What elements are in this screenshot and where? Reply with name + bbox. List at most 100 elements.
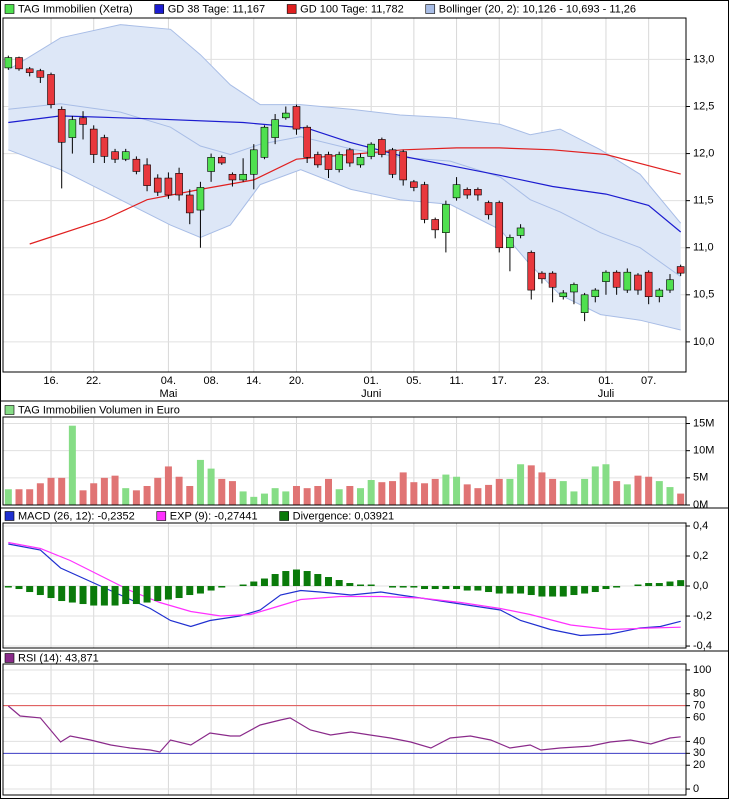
- volume-bar: [431, 478, 439, 505]
- divergence-bar: [389, 586, 397, 588]
- volume-bar: [623, 484, 631, 505]
- legend-label: RSI (14): 43,871: [18, 652, 99, 664]
- candle-body: [260, 126, 269, 158]
- divergence-bar: [591, 586, 599, 593]
- candle-body: [132, 158, 141, 172]
- candle-body: [655, 289, 664, 297]
- divergence-bar: [68, 586, 76, 603]
- candle-body: [516, 227, 525, 236]
- candle-body: [153, 177, 162, 193]
- divergence-bar: [559, 586, 567, 597]
- divergence-bar: [271, 574, 279, 587]
- divergence-bar: [122, 586, 130, 605]
- divergence-bar: [100, 586, 108, 606]
- volume-bar: [335, 489, 343, 505]
- volume-bar: [175, 476, 183, 505]
- x-tick-label: 08.: [203, 375, 218, 387]
- legend-label: TAG Immobilien (Xetra): [18, 3, 133, 15]
- candle-body: [623, 271, 632, 291]
- candle-body: [217, 157, 226, 164]
- volume-bar: [410, 482, 418, 505]
- volume-bar: [517, 464, 525, 505]
- legend-swatch: [279, 511, 289, 521]
- legend-label: TAG Immobilien Volumen in Euro: [18, 404, 180, 416]
- volume-bar: [399, 472, 407, 505]
- legend-label: Divergence: 0,03921: [293, 510, 395, 522]
- divergence-bar: [335, 580, 343, 587]
- volume-bar: [357, 488, 365, 505]
- candle-body: [271, 119, 279, 138]
- candle-body: [388, 149, 397, 175]
- divergence-bar: [634, 584, 642, 587]
- divergence-bar: [218, 586, 226, 588]
- divergence-bar: [570, 586, 578, 596]
- divergence-bar: [111, 586, 119, 606]
- candle-body: [495, 202, 504, 249]
- volume-bar: [218, 478, 226, 505]
- y-tick-label: 0M: [693, 499, 708, 511]
- candle-body: [484, 202, 493, 216]
- y-tick-label: 10,5: [693, 289, 714, 301]
- volume-bar: [271, 488, 279, 505]
- volume-bar: [645, 476, 653, 505]
- divergence-bar: [79, 586, 87, 605]
- candle-body: [346, 149, 354, 164]
- volume-bar: [15, 489, 23, 505]
- y-tick-label: 100: [693, 664, 711, 676]
- volume-bar: [655, 481, 663, 505]
- y-tick-label: 60: [693, 711, 705, 723]
- candle-body: [463, 189, 472, 196]
- plot-border: [2, 522, 687, 649]
- volume-bar: [474, 488, 482, 505]
- volume-bar: [4, 489, 12, 505]
- candle-body: [602, 271, 610, 282]
- divergence-bar: [655, 583, 663, 587]
- bollinger-fill: [8, 24, 681, 331]
- x-month-label: Juni: [361, 388, 381, 400]
- volume-bar: [346, 485, 354, 505]
- x-month-label: Mai: [160, 388, 178, 400]
- x-tick-label: 01.: [598, 375, 613, 387]
- volume-bar: [111, 475, 119, 505]
- divergence-bar: [303, 571, 311, 587]
- volume-bar: [122, 488, 130, 505]
- y-tick-label: 0: [693, 783, 699, 795]
- volume-bar: [634, 475, 642, 505]
- indicator-line: [8, 541, 681, 631]
- y-tick-label: 10M: [693, 445, 714, 457]
- divergence-bar: [164, 586, 172, 600]
- divergence-bar: [495, 586, 503, 594]
- volume-bar: [463, 484, 471, 505]
- legend-label: GD 38 Tage: 11,167: [168, 3, 265, 15]
- divergence-bar: [677, 580, 685, 587]
- candle-body: [89, 128, 98, 155]
- divergence-bar: [36, 586, 44, 596]
- candle-body: [15, 57, 23, 70]
- y-tick-label: 30: [693, 747, 705, 759]
- divergence-bar: [399, 586, 407, 588]
- y-tick-label: 13,0: [693, 53, 714, 65]
- divergence-bar: [260, 578, 268, 587]
- x-tick-label: 23.: [534, 375, 549, 387]
- candle-body: [282, 112, 290, 119]
- volume-bar: [613, 481, 621, 505]
- divergence-bar: [602, 586, 610, 590]
- y-tick-label: 80: [693, 688, 705, 700]
- plot-border: [2, 416, 687, 506]
- candle-body: [303, 126, 311, 158]
- divergence-bar: [186, 586, 194, 596]
- volume-bar: [47, 477, 55, 505]
- volume-bar: [239, 491, 247, 505]
- divergence-bar: [292, 569, 300, 587]
- candle-body: [431, 219, 440, 231]
- y-tick-label: 15M: [693, 417, 714, 429]
- divergence-bar: [26, 586, 34, 593]
- divergence-bar: [282, 571, 290, 587]
- y-tick-label: -0,2: [693, 610, 712, 622]
- indicator-line: [8, 543, 681, 637]
- volume-bar: [389, 481, 397, 505]
- x-tick-label: 17.: [492, 375, 507, 387]
- y-tick-label: 12,0: [693, 147, 714, 159]
- volume-bar: [527, 465, 535, 505]
- x-tick-label: 07.: [641, 375, 656, 387]
